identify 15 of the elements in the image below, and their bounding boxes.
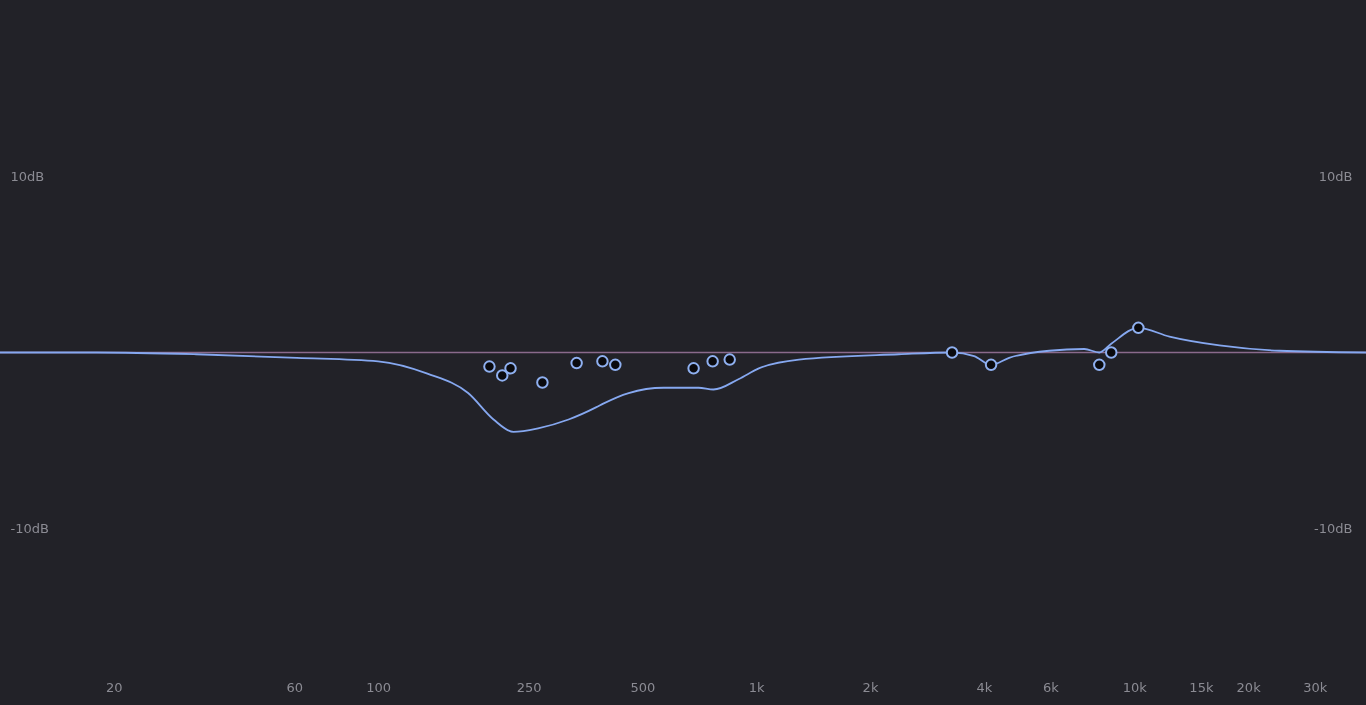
x-tick-label: 20k: [1236, 679, 1262, 695]
x-tick-label: 30k: [1303, 679, 1328, 695]
x-tick-label: 1k: [748, 679, 766, 695]
x-tick-label: 250: [516, 679, 542, 695]
x-tick-label: 20: [106, 679, 123, 695]
y2-tick-label: -10dB: [1314, 521, 1353, 537]
x-tick-label: 10k: [1122, 679, 1148, 695]
x-tick-label: 2k: [862, 679, 879, 695]
x-tick-label: 15k: [1189, 679, 1214, 695]
x-tick-label: 500: [630, 679, 656, 695]
x-tick-label: 6k: [1043, 679, 1060, 695]
x-tick-label: 100: [366, 679, 392, 695]
y2-tick-label: 10dB: [1318, 168, 1353, 184]
x-tick-label: 4k: [976, 679, 993, 695]
x-tick-label: 60: [286, 679, 303, 695]
